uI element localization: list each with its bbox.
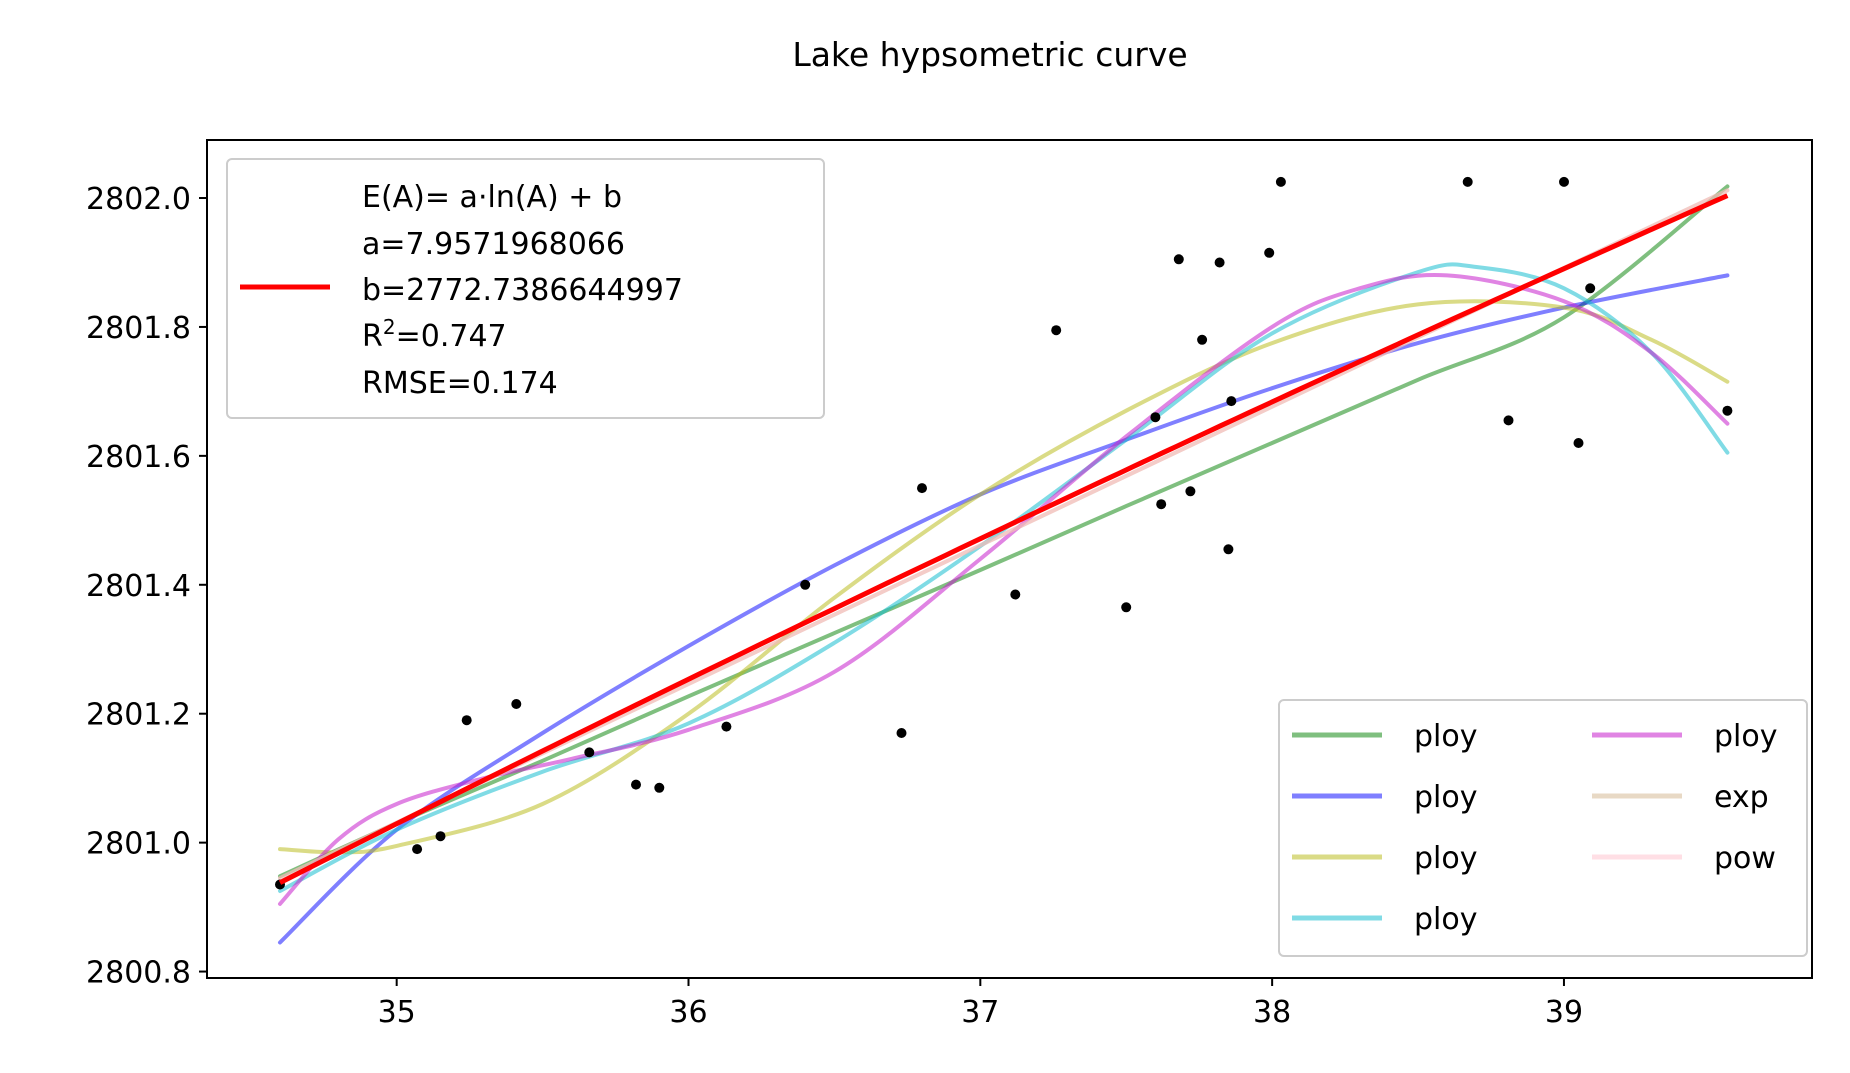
data-point bbox=[800, 579, 811, 590]
series-legend-box bbox=[1278, 699, 1808, 957]
fit-param-b: b=2772.7386644997 bbox=[362, 273, 683, 308]
y-tick-label: 2800.8 bbox=[86, 956, 191, 991]
fit-r-value: =0.747 bbox=[396, 319, 507, 354]
legend-label-exp: exp bbox=[1714, 780, 1769, 815]
data-point bbox=[721, 721, 732, 732]
legend-label-ploy: ploy bbox=[1714, 719, 1778, 754]
data-point bbox=[1559, 176, 1569, 187]
data-point bbox=[435, 831, 446, 842]
data-point bbox=[654, 782, 665, 793]
log-fit-line bbox=[278, 193, 1729, 885]
legend-label-ploy: ploy bbox=[1414, 841, 1478, 876]
series-line-ploy-1 bbox=[278, 184, 1730, 879]
data-point bbox=[1264, 247, 1275, 258]
series-legend: ploy ploy ploy ploy ploy exp pow bbox=[1278, 699, 1808, 957]
legend-label-pow: pow bbox=[1714, 841, 1776, 876]
data-point bbox=[511, 699, 522, 709]
legend-label-ploy: ploy bbox=[1414, 780, 1478, 815]
y-tick-label: 2801.8 bbox=[86, 311, 191, 346]
x-tick-label: 36 bbox=[669, 995, 707, 1030]
legend-label-ploy: ploy bbox=[1414, 719, 1478, 754]
fit-r-squared: R2=0.747 bbox=[362, 315, 507, 354]
y-tick-label: 2801.2 bbox=[86, 698, 191, 733]
data-point bbox=[896, 728, 907, 738]
data-point bbox=[1197, 334, 1208, 345]
data-point bbox=[1275, 176, 1286, 187]
data-point bbox=[631, 779, 641, 790]
plot-frame bbox=[206, 139, 1813, 979]
data-point bbox=[1462, 176, 1473, 187]
data-point bbox=[461, 715, 472, 726]
data-point bbox=[1573, 438, 1584, 448]
data-point bbox=[1226, 396, 1237, 407]
x-tick-label: 39 bbox=[1545, 995, 1583, 1030]
fit-param-a: a=7.9571968066 bbox=[362, 227, 625, 262]
fit-legend: E(A)= a·ln(A) + b a=7.9571968066 b=2772.… bbox=[226, 158, 825, 419]
data-point bbox=[1223, 544, 1234, 555]
y-tick-label: 2801.6 bbox=[86, 440, 191, 475]
data-point bbox=[917, 483, 927, 494]
data-point bbox=[1121, 602, 1132, 613]
fit-equation: E(A)= a·ln(A) + b bbox=[362, 180, 622, 215]
data-point bbox=[1722, 405, 1733, 416]
data-point bbox=[1156, 499, 1167, 510]
series-line-ploy-3 bbox=[278, 299, 1730, 855]
data-point bbox=[1051, 325, 1062, 336]
fit-r-label: R bbox=[362, 319, 383, 354]
fit-r-superscript: 2 bbox=[383, 315, 396, 339]
data-point bbox=[1010, 589, 1021, 600]
data-point bbox=[584, 747, 595, 758]
fit-rmse: RMSE=0.174 bbox=[362, 366, 558, 401]
chart-title: Lake hypsometric curve bbox=[792, 35, 1187, 74]
data-point bbox=[1503, 415, 1514, 426]
y-tick-label: 2801.0 bbox=[86, 827, 191, 862]
data-point bbox=[1585, 283, 1596, 294]
data-point bbox=[412, 844, 423, 855]
x-tick-label: 38 bbox=[1253, 995, 1291, 1030]
y-tick-label: 2801.4 bbox=[86, 569, 191, 604]
data-point bbox=[1185, 486, 1196, 497]
data-point bbox=[1173, 254, 1184, 265]
x-tick-label: 35 bbox=[378, 995, 416, 1030]
legend-label-ploy: ploy bbox=[1414, 902, 1478, 937]
fit-legend-box bbox=[226, 158, 825, 419]
x-tick-label: 37 bbox=[961, 995, 999, 1030]
y-tick-label: 2802.0 bbox=[86, 182, 191, 217]
data-point bbox=[1150, 412, 1161, 423]
data-point bbox=[1214, 257, 1225, 268]
